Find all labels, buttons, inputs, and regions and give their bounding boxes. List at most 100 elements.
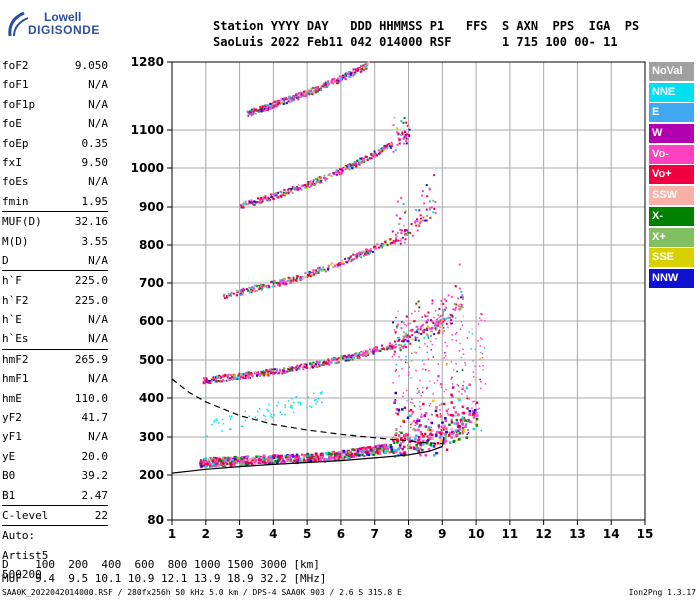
echo-point xyxy=(410,352,413,355)
param-name: foF1p xyxy=(2,97,36,111)
echo-point xyxy=(255,109,258,112)
echo-point xyxy=(346,166,349,169)
echo-point xyxy=(405,140,408,143)
echo-point xyxy=(345,357,348,360)
echo-point xyxy=(419,408,422,410)
echo-point xyxy=(459,342,461,345)
echo-point xyxy=(449,441,452,444)
echo-point xyxy=(442,312,445,314)
echo-point xyxy=(242,205,245,208)
param-row: C-level 22 xyxy=(2,506,108,525)
echo-point xyxy=(440,319,443,322)
echo-point xyxy=(259,459,263,462)
echo-point xyxy=(249,111,252,114)
echo-point xyxy=(404,210,407,213)
echo-point xyxy=(419,379,421,382)
echo-point xyxy=(257,286,260,289)
legend-item-vo-: Vo+ xyxy=(649,165,694,185)
echo-point xyxy=(244,419,247,422)
echo-point xyxy=(425,219,428,222)
legend-item-e: E xyxy=(649,103,694,123)
echo-point xyxy=(471,333,474,335)
param-name: foEp xyxy=(2,136,29,150)
echo-point xyxy=(426,334,429,336)
echo-point xyxy=(331,78,334,81)
echo-point xyxy=(402,445,406,449)
echo-point xyxy=(397,434,401,437)
file-info: SAA0K_2022042014000.RSF / 280fx256h 50 k… xyxy=(2,588,402,597)
echo-point xyxy=(225,296,228,299)
echo-point xyxy=(241,461,244,465)
x-tick-label: 8 xyxy=(404,527,412,541)
echo-point xyxy=(364,447,367,450)
echo-point xyxy=(426,321,429,324)
echo-point xyxy=(426,325,429,328)
echo-point xyxy=(422,391,424,393)
echo-point xyxy=(271,461,274,465)
echo-point xyxy=(420,218,423,221)
echo-point xyxy=(199,459,203,462)
echo-point xyxy=(298,457,302,461)
echo-point xyxy=(279,368,282,371)
echo-point xyxy=(460,356,463,359)
echo-point xyxy=(480,381,482,383)
echo-point xyxy=(285,283,288,285)
echo-point xyxy=(235,293,238,296)
echo-point xyxy=(211,459,215,463)
echo-point xyxy=(388,238,391,241)
echo-point xyxy=(291,277,294,280)
echo-point xyxy=(411,422,413,424)
param-value: 9.050 xyxy=(74,59,108,72)
echo-point xyxy=(228,456,232,460)
param-value: N/A xyxy=(88,97,108,111)
echo-point xyxy=(291,191,294,194)
echo-point xyxy=(269,369,272,372)
echo-point xyxy=(237,374,240,377)
param-row: h`F2 225.0 xyxy=(2,291,108,310)
echo-point xyxy=(429,403,432,405)
echo-point xyxy=(460,296,463,299)
echo-point xyxy=(242,457,245,461)
param-row: yF2 41.7 xyxy=(2,408,108,427)
echo-point xyxy=(340,355,343,358)
echo-point xyxy=(452,406,456,409)
echo-point xyxy=(353,162,356,165)
echo-point xyxy=(215,457,218,460)
echo-point xyxy=(268,371,271,374)
echo-point xyxy=(440,402,444,406)
echo-point xyxy=(319,363,322,366)
param-row: foEp 0.35 xyxy=(2,134,108,153)
echo-point xyxy=(424,454,427,457)
echo-point xyxy=(269,455,272,458)
echo-point xyxy=(450,436,453,439)
echo-point xyxy=(420,395,423,397)
echo-point xyxy=(323,84,326,87)
echo-point xyxy=(340,78,343,81)
echo-point xyxy=(430,334,433,337)
echo-point xyxy=(473,400,475,402)
echo-point xyxy=(374,346,377,349)
echo-point xyxy=(446,362,448,365)
echo-point xyxy=(392,436,394,439)
echo-point xyxy=(388,451,391,454)
echo-point xyxy=(313,392,315,395)
echo-point xyxy=(450,427,453,431)
echo-point xyxy=(421,324,424,327)
echo-point xyxy=(424,315,427,318)
echo-point xyxy=(285,102,288,105)
echo-point xyxy=(291,461,295,464)
echo-point xyxy=(380,150,383,153)
echo-point xyxy=(319,268,321,271)
echo-point xyxy=(350,455,353,458)
echo-point xyxy=(291,188,294,191)
param-value: 22 xyxy=(94,508,108,522)
echo-point xyxy=(408,437,411,440)
echo-point xyxy=(336,265,339,268)
logo-line1: Lowell xyxy=(44,10,82,24)
echo-point xyxy=(418,310,420,312)
echo-point xyxy=(236,457,240,460)
echo-point xyxy=(451,414,454,417)
echo-point xyxy=(273,285,276,288)
echo-point xyxy=(278,370,281,373)
echo-point xyxy=(434,322,437,325)
